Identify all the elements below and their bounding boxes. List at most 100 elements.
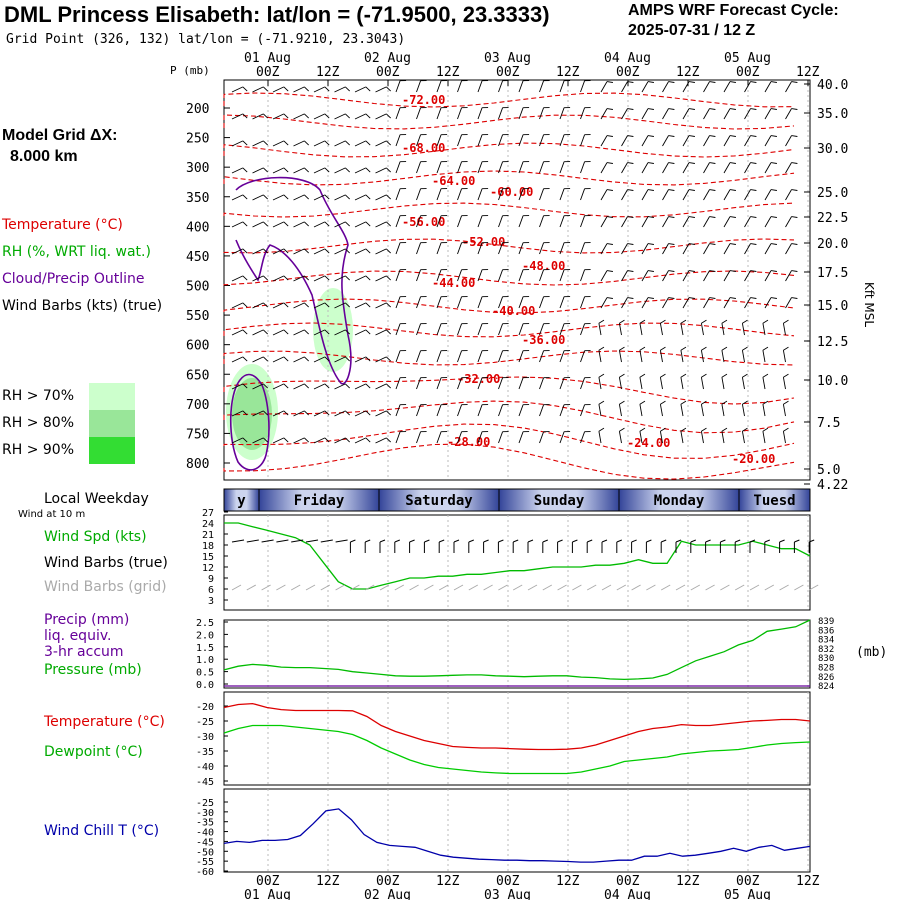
wind-barb-feather [242,194,248,200]
wind-barb-feather [619,400,625,405]
isotherm-line [223,376,795,405]
wind-barb-feather [324,275,330,281]
wind-barb [659,377,663,390]
grid-wind-barb [438,584,449,591]
wind-barb-feather [647,135,654,137]
wind-barb-feather [627,135,634,137]
isotherm-line [223,270,795,286]
wind-barb [723,270,731,282]
wind-barb [498,242,504,255]
isotherm-label: -48.00 [522,259,565,273]
wind-barb [252,194,264,201]
wind-barb [559,161,565,174]
wind-barb-feather [619,427,625,432]
wind-barb [559,323,565,336]
wind-barb [293,383,305,390]
height-tick-label: 5.0 [817,463,840,478]
wind-barb-feather [386,221,392,227]
wind-barb-feather [729,162,736,164]
wind-barb [764,297,772,309]
wind-barb [559,107,565,120]
wind-barb-feather [627,108,634,110]
wind-barb-feather [660,319,666,324]
wind-barb-feather [791,297,798,299]
wind-barb-feather [345,167,351,173]
wind-barb-feather [365,194,371,200]
wind-barb [313,383,326,390]
wind-barb-feather [750,243,757,245]
surface-wind-barb-feather [468,539,474,543]
wind-barb-feather [283,383,289,389]
wind-barb-feather [783,427,789,432]
wind-barb-feather [345,113,351,119]
windchill-label: Wind Chill T (°C) [44,823,160,839]
top-time-tick: 00Z [736,65,760,80]
wind-barb [518,350,524,363]
pressure-tick-label: 750 [186,427,209,442]
wind-barb [598,377,602,390]
pressure-tick-label: 700 [186,398,209,413]
wind-barb [518,377,524,390]
wind-barb [539,134,545,147]
wind-barb [293,410,305,417]
wind-barb [395,134,401,147]
wind-barb [785,297,792,309]
wind-barb-feather [639,319,646,324]
wind-barb [272,194,285,201]
wind-speed-axis-tick-label: 15 [202,552,214,563]
wind-barb [785,216,792,228]
wind-barb [559,269,565,282]
wind-barb-feather [304,356,310,362]
wind-barb-feather [688,108,695,110]
wind-barb [416,188,422,201]
wind-barb-feather [263,410,269,416]
wind-barb [313,410,326,417]
wind-barb-feather [242,275,248,281]
wind-barb [723,162,731,174]
wind-barb [457,161,463,174]
wind-barb [539,242,545,255]
wind-barb-feather [386,410,392,416]
pressure-tick-label: 400 [186,220,209,235]
wind-barb [395,377,401,390]
wind-barb [641,108,649,120]
top-date-label: 04 Aug [604,51,651,66]
wind-barb-feather [606,270,613,272]
grid-wind-barb [749,584,760,591]
wind-barb-feather [783,400,789,405]
surface-wind-barb-feather [705,539,711,543]
wind-barb [293,113,305,120]
wind-barb [313,221,326,228]
wind-barb [395,296,401,309]
grid-wind-barb [557,584,567,591]
wind-barb [252,383,264,390]
wind-barb-feather [365,275,371,281]
wind-barb-feather [263,329,269,335]
grid-wind-barb [601,584,612,591]
wind-barb [721,350,725,363]
wind-barb-feather [721,346,728,351]
wind-barb [416,404,422,417]
wind-barb-feather [680,319,687,324]
wind-barb [700,323,704,336]
wind-barb [659,431,663,444]
wind-barb [354,302,367,309]
wind-barb [457,80,463,93]
height-tick-label: 15.0 [817,299,848,314]
wind-barb-feather [647,297,654,299]
wind-barb-feather [242,248,248,254]
surface-wind-barb-feather [646,539,652,543]
wind-barb-feather [701,319,707,324]
precip-panel-frame [223,619,811,689]
isotherm-line [223,92,795,108]
wind-barb-feather [688,216,695,218]
height-tick-label: 10.0 [817,374,848,389]
wind-barb-feather [283,275,289,281]
bottom-time-tick: 00Z [256,874,280,889]
grid-wind-barb [335,584,345,591]
surface-wind-barb-feather [557,539,563,543]
wind-barb-feather [345,383,351,389]
dewpoint-label: Dewpoint (°C) [44,744,143,760]
wind-barb-feather [242,221,248,227]
wind-barb [641,216,649,228]
